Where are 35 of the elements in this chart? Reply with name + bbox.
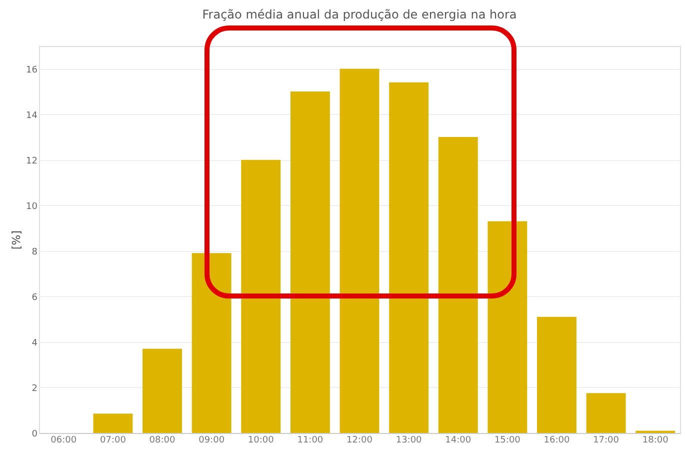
bar [586,393,626,433]
y-tick-label: 2 [32,384,38,394]
x-tick-label: 12:00 [346,436,373,446]
y-tick-label: 12 [26,156,38,166]
y-tick-label: 16 [26,65,38,76]
y-tick-label: 0 [32,430,38,440]
bar [340,68,380,433]
bar [142,348,182,433]
bar [438,137,478,433]
x-tick-label: 06:00 [50,436,77,446]
bar [192,253,232,433]
chart-title: Fração média anual da produção de energia na hora [202,8,517,22]
y-tick-label: 8 [32,247,38,258]
x-tick-label: 13:00 [396,436,422,446]
x-tick-label: 16:00 [544,436,570,446]
x-tick-label: 18:00 [642,436,669,446]
bar [241,160,281,433]
y-tick-label: 10 [26,202,38,212]
x-tick-label: 14:00 [445,436,472,446]
x-tick-label: 11:00 [297,436,324,446]
y-axis-title: [%] [10,230,24,250]
y-tick-label: 6 [32,292,38,303]
y-tick-label: 4 [32,338,38,348]
bar [93,414,133,433]
x-tick-label: 09:00 [198,436,225,446]
bar [290,92,330,433]
bar [488,221,528,433]
x-tick-label: 17:00 [593,436,620,446]
x-tick-label: 10:00 [248,436,274,446]
y-tick-label: 14 [26,110,38,121]
x-tick-label: 08:00 [149,436,176,446]
bar [537,316,576,433]
bar [389,82,429,433]
x-tick-label: 07:00 [100,436,126,446]
x-tick-label: 15:00 [494,436,521,446]
